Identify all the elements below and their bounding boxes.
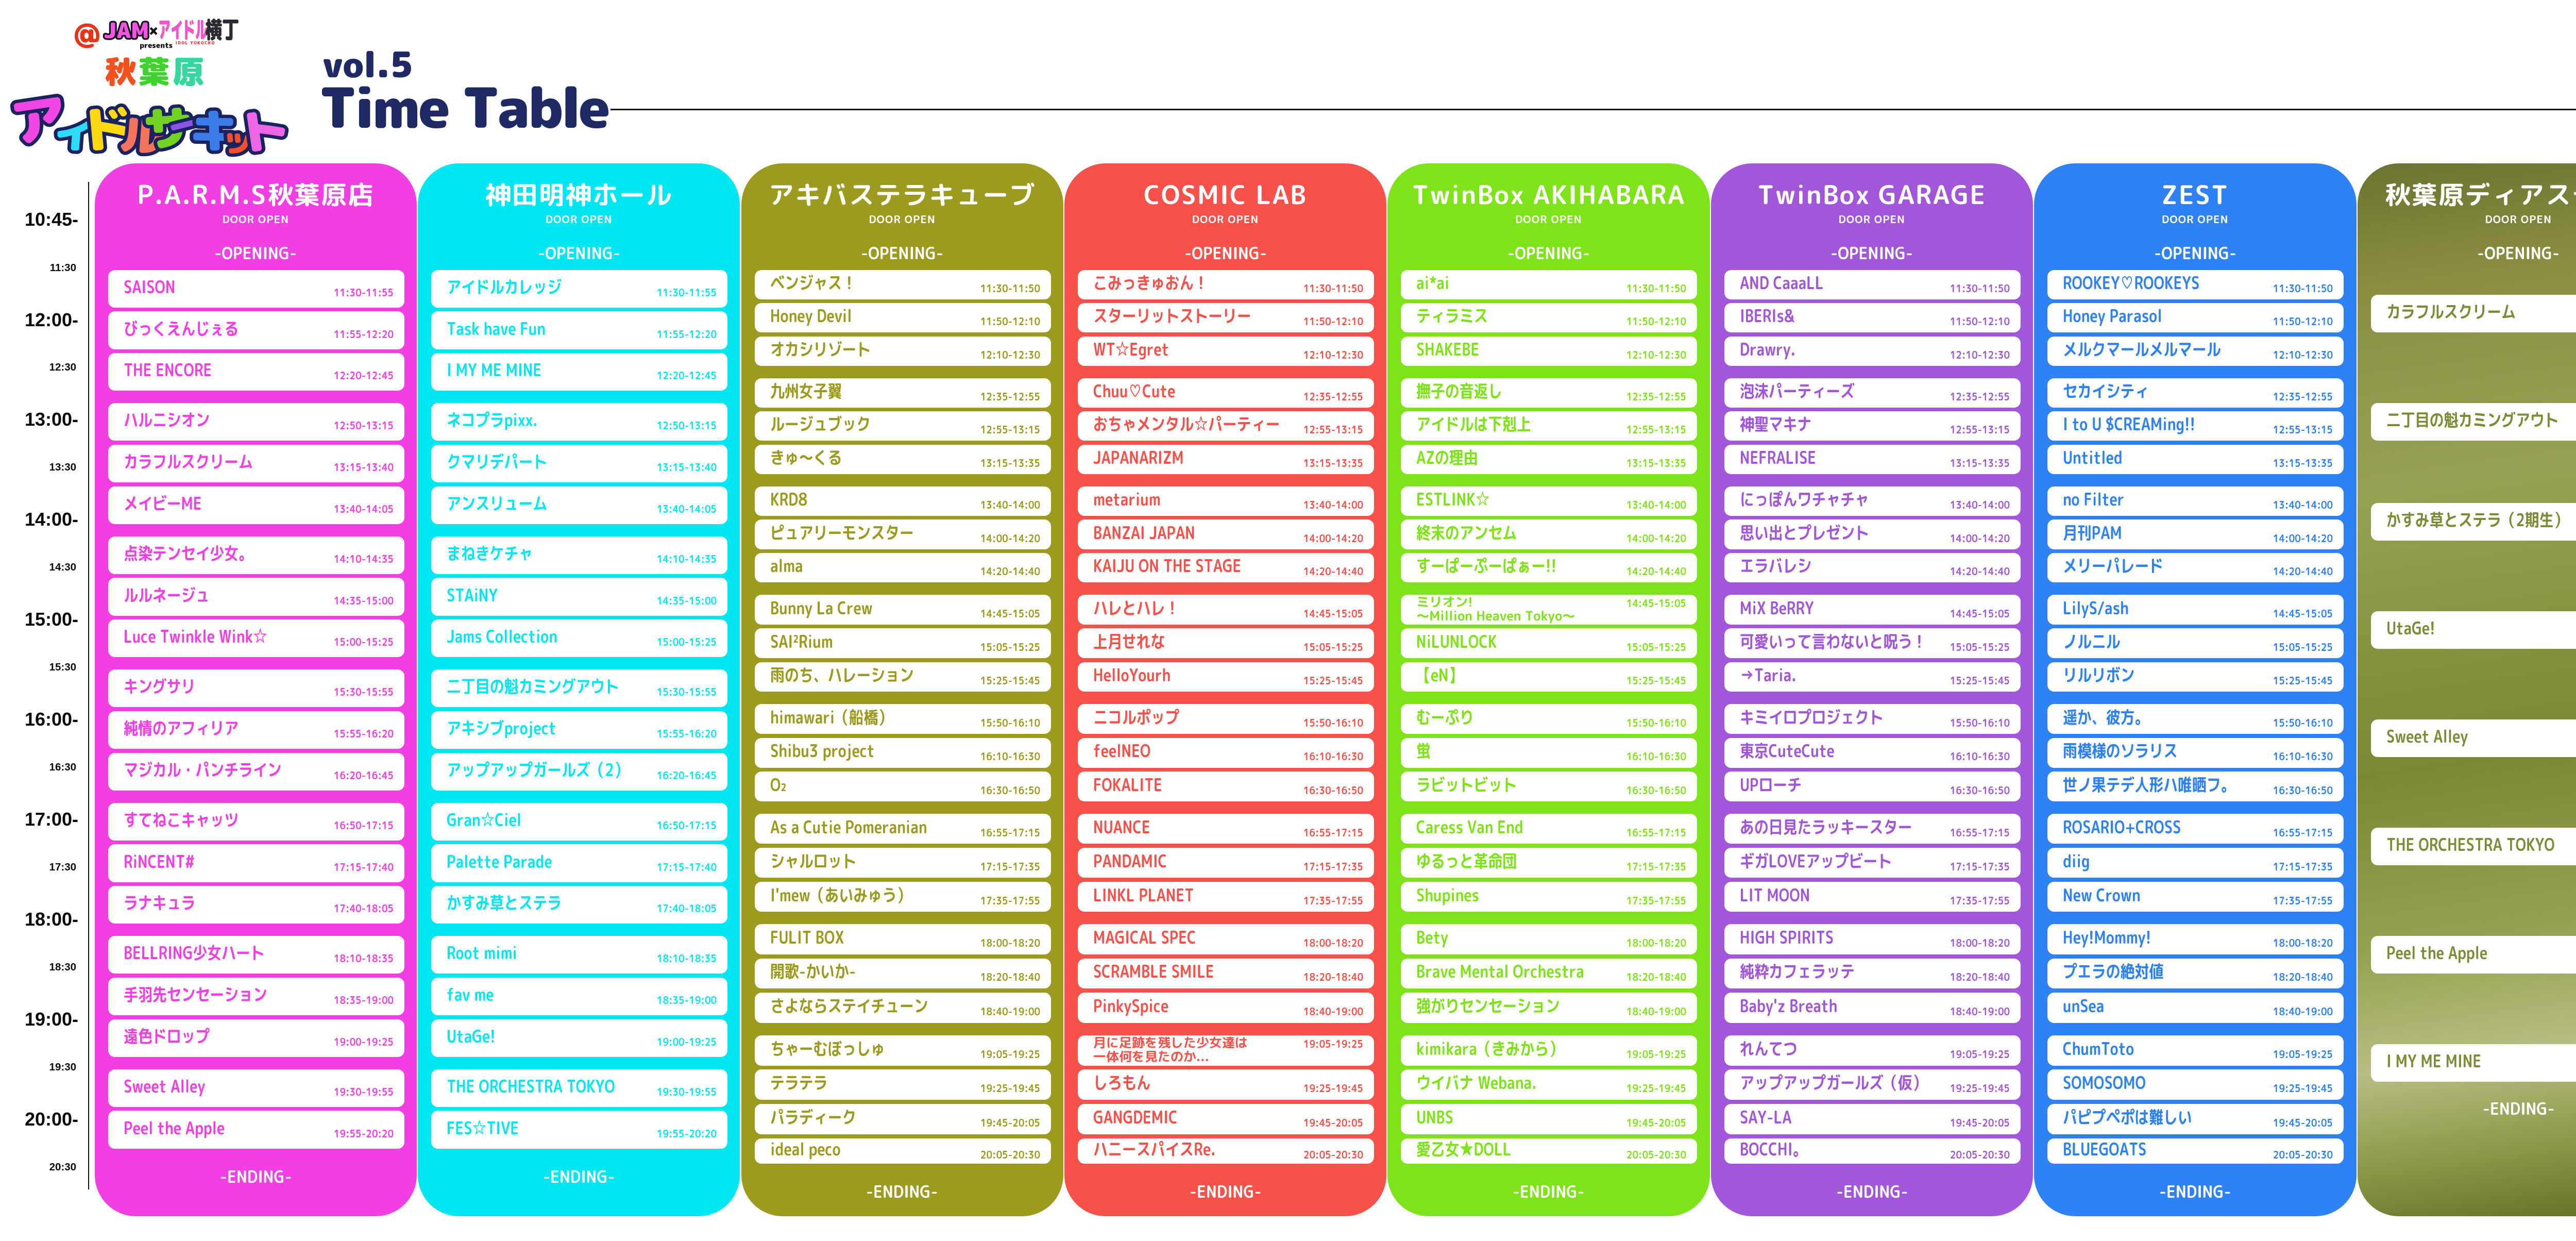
svg-text:@: @ <box>74 9 100 55</box>
svg-text:秋: 秋 <box>104 49 136 93</box>
svg-text:イ: イ <box>52 107 96 162</box>
svg-text:サ: サ <box>141 93 196 162</box>
svg-text:横丁: 横丁 <box>205 13 239 46</box>
svg-text:アイドル: アイドル <box>158 13 208 46</box>
svg-text:JAM: JAM <box>104 16 149 45</box>
svg-text:presents: presents <box>140 41 173 51</box>
svg-text:葉: 葉 <box>138 49 170 93</box>
svg-text:ッ: ッ <box>216 115 259 166</box>
svg-text:IDOL YOKOCHO: IDOL YOKOCHO <box>176 40 215 46</box>
svg-text:×: × <box>149 21 158 40</box>
svg-text:ド: ド <box>79 91 138 164</box>
svg-text:ト: ト <box>234 94 294 165</box>
svg-text:キ: キ <box>188 97 241 163</box>
svg-text:原: 原 <box>172 49 204 93</box>
svg-text:ル: ル <box>117 105 166 166</box>
